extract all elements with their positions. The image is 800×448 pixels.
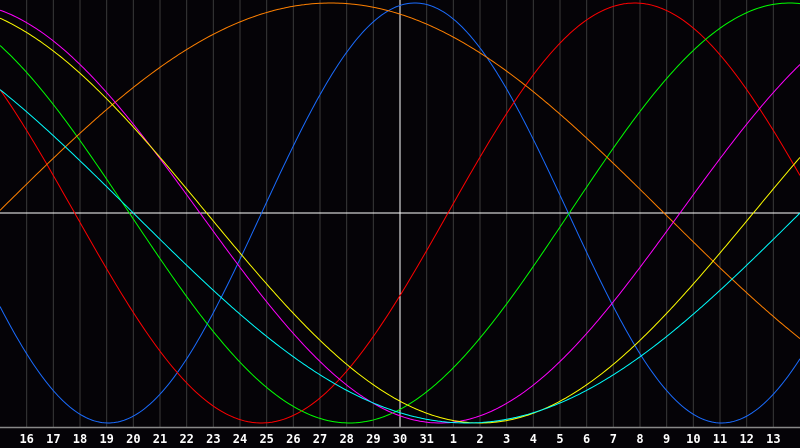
x-tick-label: 24 bbox=[233, 432, 247, 446]
x-tick-label: 11 bbox=[713, 432, 727, 446]
x-tick-label: 5 bbox=[556, 432, 563, 446]
x-tick-label: 18 bbox=[73, 432, 87, 446]
x-tick-label: 19 bbox=[99, 432, 113, 446]
x-tick-label: 26 bbox=[286, 432, 300, 446]
x-tick-label: 6 bbox=[583, 432, 590, 446]
x-tick-label: 13 bbox=[766, 432, 780, 446]
x-tick-label: 25 bbox=[259, 432, 273, 446]
x-tick-label: 31 bbox=[419, 432, 433, 446]
x-tick-label: 30 bbox=[393, 432, 407, 446]
series-line-6 bbox=[0, 89, 800, 424]
x-tick-label: 27 bbox=[313, 432, 327, 446]
x-tick-label: 1 bbox=[450, 432, 457, 446]
x-tick-label: 29 bbox=[366, 432, 380, 446]
x-tick-label: 3 bbox=[503, 432, 510, 446]
x-tick-label: 8 bbox=[636, 432, 643, 446]
series-line-5 bbox=[0, 17, 800, 424]
x-tick-label: 17 bbox=[46, 432, 60, 446]
x-tick-label: 22 bbox=[179, 432, 193, 446]
x-tick-label: 2 bbox=[476, 432, 483, 446]
x-tick-label: 20 bbox=[126, 432, 140, 446]
series-line-0 bbox=[0, 2, 800, 424]
x-tick-label: 12 bbox=[739, 432, 753, 446]
x-tick-label: 4 bbox=[530, 432, 537, 446]
x-tick-label: 10 bbox=[686, 432, 700, 446]
x-tick-label: 28 bbox=[339, 432, 353, 446]
series-line-4 bbox=[0, 9, 800, 424]
x-tick-label: 7 bbox=[610, 432, 617, 446]
x-tick-label: 21 bbox=[153, 432, 167, 446]
x-tick-label: 9 bbox=[663, 432, 670, 446]
series-line-2 bbox=[0, 2, 800, 424]
x-tick-label: 23 bbox=[206, 432, 220, 446]
x-tick-label: 16 bbox=[19, 432, 33, 446]
series-line-1 bbox=[0, 2, 800, 424]
series-line-3 bbox=[0, 2, 800, 339]
